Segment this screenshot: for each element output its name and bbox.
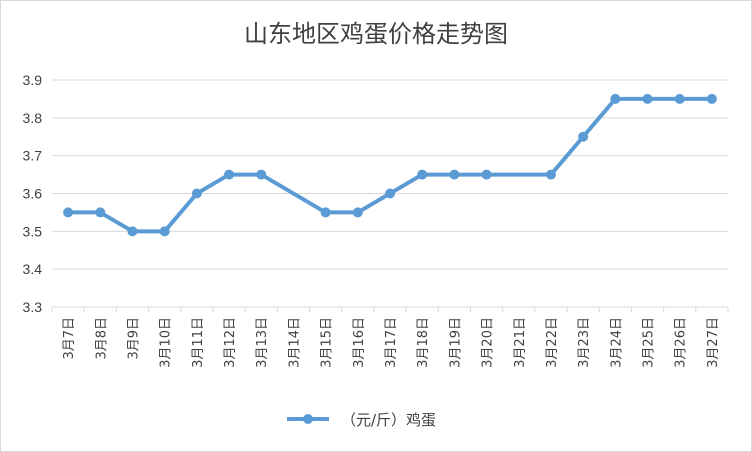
data-point (320, 207, 331, 218)
x-tick-label: 3月22日 (545, 317, 560, 368)
x-tick-label: 3月15日 (320, 317, 335, 368)
x-tick-label: 3月25日 (642, 317, 657, 368)
y-tick-label: 3.7 (23, 148, 43, 164)
x-tick-label: 3月7日 (62, 317, 77, 360)
x-tick-label: 3月27日 (706, 317, 721, 368)
data-point (706, 93, 717, 104)
y-tick-label: 3.8 (23, 110, 43, 126)
data-point (385, 188, 395, 199)
data-point (191, 188, 202, 199)
x-axis-tick-labels: 3月7日 3月8日 3月9日 3月10日 3月11日 3月12日 3月13日 3月14日 3月1… (62, 317, 721, 368)
data-point (545, 169, 556, 180)
y-tick-label: 3.4 (23, 261, 43, 277)
data-point (159, 226, 170, 237)
legend: （元/斤）鸡蛋 (287, 411, 436, 429)
x-tick-label: 3月20日 (481, 317, 496, 368)
x-tick-label: 3月19日 (448, 317, 463, 368)
x-tick-label: 3月18日 (416, 317, 431, 368)
x-tick-label: 3月23日 (577, 317, 592, 368)
chart-title: 山东地区鸡蛋价格走势图 (244, 20, 508, 48)
x-tick-label: 3月26日 (674, 317, 689, 368)
x-tick-label: 3月11日 (191, 317, 206, 368)
data-point (578, 131, 589, 142)
data-point (127, 226, 138, 237)
x-tick-label: 3月12日 (223, 317, 238, 368)
x-tick-label: 3月9日 (126, 317, 141, 360)
x-tick-label: 3月17日 (384, 317, 399, 368)
x-tick-label: 3月13日 (255, 317, 270, 368)
data-point (481, 169, 492, 180)
data-point (63, 207, 74, 218)
data-point (417, 169, 428, 180)
data-point (95, 207, 106, 218)
legend-label: （元/斤）鸡蛋 (341, 411, 436, 429)
x-tick-label: 3月10日 (159, 317, 174, 368)
x-tick-label: 3月14日 (287, 317, 302, 368)
data-point (610, 93, 621, 104)
series-layer (63, 93, 717, 237)
data-point (224, 169, 235, 180)
data-point (674, 93, 685, 104)
data-point (449, 169, 460, 180)
legend-point-marker (303, 414, 313, 424)
y-tick-label: 3.6 (23, 186, 43, 202)
y-axis-tick-labels: 3.3 3.4 3.5 3.6 3.7 3.8 3.9 (23, 72, 43, 315)
y-tick-label: 3.3 (23, 299, 43, 315)
y-tick-label: 3.5 (23, 223, 43, 239)
gridlines (51, 79, 729, 312)
data-point (352, 207, 363, 218)
data-point (256, 169, 267, 180)
x-tick-label: 3月16日 (352, 317, 367, 368)
y-tick-label: 3.9 (23, 72, 43, 88)
series-line (68, 96, 712, 234)
x-tick-label: 3月8日 (94, 317, 109, 360)
data-point (642, 93, 653, 104)
x-tick-label: 3月24日 (609, 317, 624, 368)
x-tick-label: 3月21日 (513, 317, 528, 368)
